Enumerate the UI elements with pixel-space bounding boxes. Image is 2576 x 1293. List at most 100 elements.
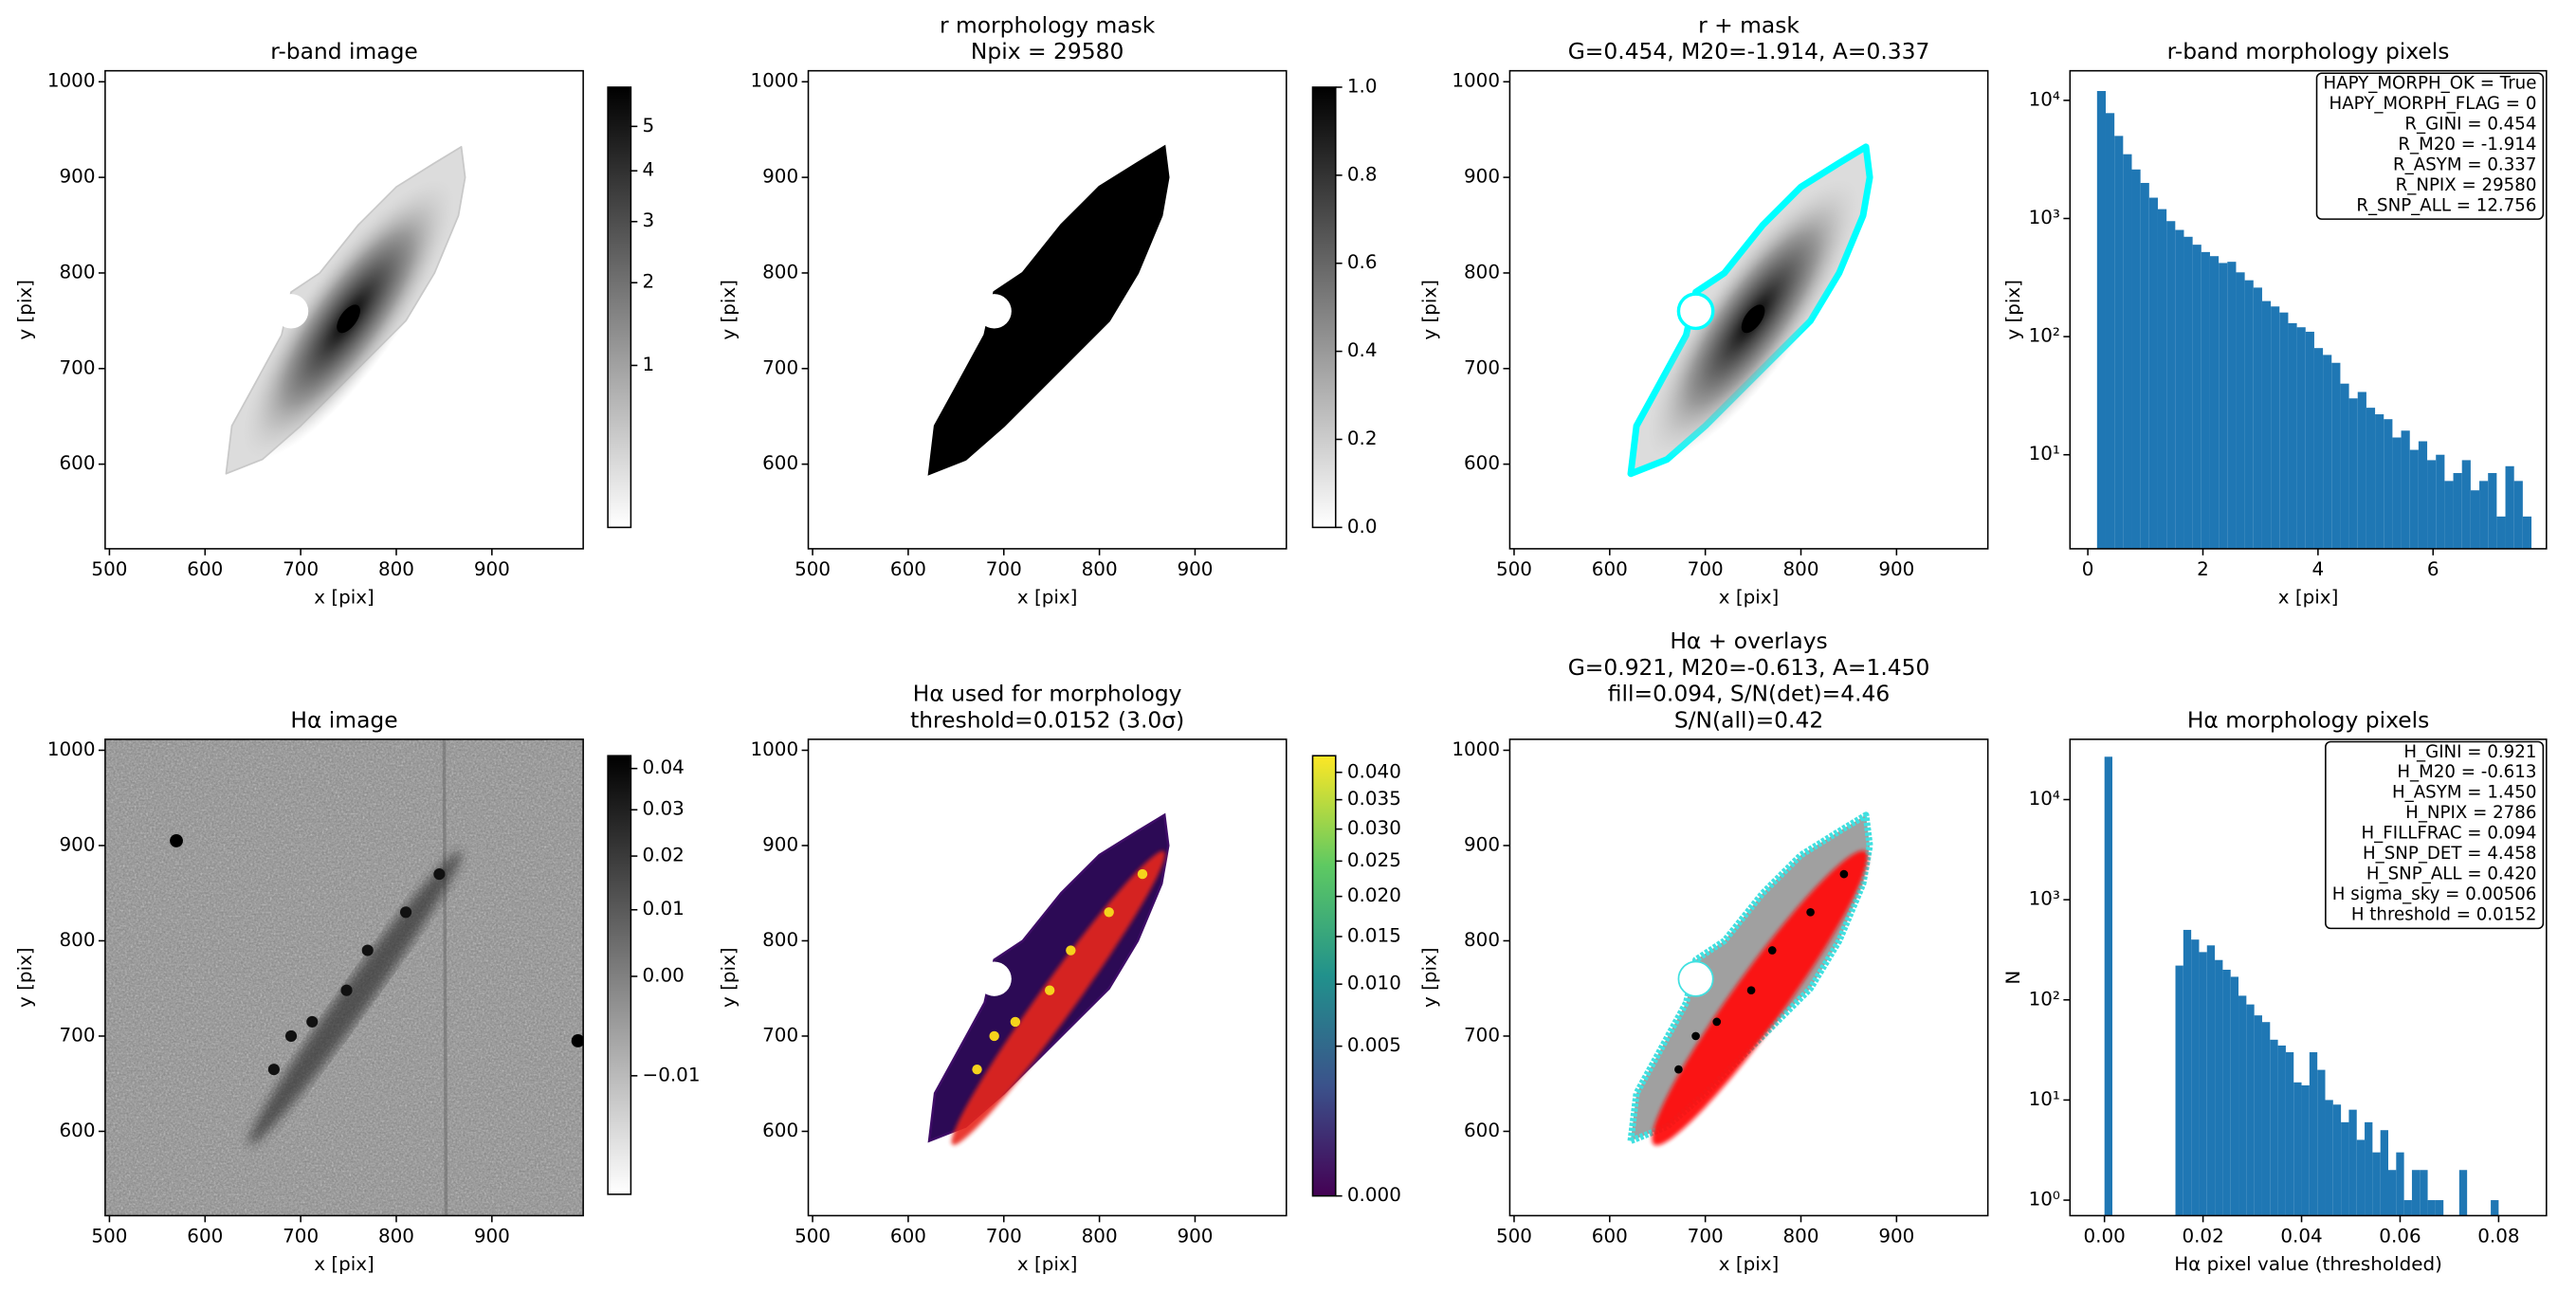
knot: [571, 1034, 584, 1047]
bar: [2453, 473, 2462, 549]
y-tick-label: 700: [1464, 356, 1500, 378]
bar: [2366, 408, 2376, 549]
colorbar-tick-label: 0.04: [643, 756, 685, 778]
annotation: H_GINI = 0.921: [2403, 742, 2536, 762]
bar: [2388, 1170, 2397, 1216]
colorbar-tick-label: 0.030: [1347, 817, 1401, 839]
plot-area: [1627, 811, 1873, 1146]
mask-hole: [1676, 292, 1715, 331]
bar: [2305, 331, 2314, 549]
panel-title: r morphology mask: [940, 11, 1156, 38]
panel: 500 600 700 800 900 600 700 800 900 1000 x [pix] y …: [14, 38, 654, 608]
x-axis-label: x [pix]: [1719, 1253, 1780, 1275]
bar: [2313, 348, 2324, 549]
knot: [170, 834, 183, 847]
y-tick-label: 800: [60, 261, 96, 282]
bar: [2301, 1084, 2310, 1216]
annotation: H_SNP_DET = 4.458: [2363, 844, 2536, 864]
axes-frame: [807, 738, 1288, 1217]
x-tick-label: 700: [986, 558, 1022, 580]
knot: [1674, 1065, 1683, 1074]
colorbar-tick-label: 0.015: [1347, 924, 1401, 946]
panel-title: r-band image: [270, 38, 418, 64]
y-tick-label: 10³: [2029, 888, 2060, 910]
x-tick-label: 500: [1496, 1225, 1532, 1247]
x-tick-label: 2: [2197, 558, 2209, 580]
colorbar-tick-label: 0.02: [643, 845, 685, 866]
panel: 500 600 700 800 900 600 700 800 900 1000 x [pix] y …: [1419, 628, 1989, 1275]
colorbar-tick-label: 4: [643, 159, 655, 181]
knot: [1712, 1017, 1722, 1027]
bar: [2356, 1139, 2366, 1216]
x-tick-label: 900: [1878, 1225, 1914, 1247]
bar: [2470, 490, 2480, 549]
knot: [1010, 1016, 1021, 1028]
knot: [1066, 945, 1076, 956]
x-tick-label: 900: [1177, 558, 1213, 580]
bar: [2215, 959, 2223, 1216]
y-tick-label: 1000: [1452, 70, 1500, 92]
bar: [2392, 437, 2402, 549]
x-tick-label: 900: [474, 1225, 510, 1247]
bar: [2244, 280, 2254, 549]
y-tick-label: 800: [762, 261, 798, 282]
axes-frame: [807, 69, 1288, 550]
plot-area: [2096, 90, 2532, 549]
x-tick-label: 800: [1783, 558, 1819, 580]
bar: [2522, 516, 2532, 549]
bar: [2288, 322, 2297, 549]
y-axis-label: y [pix]: [1419, 947, 1441, 1008]
bar: [2105, 113, 2115, 549]
bar: [2183, 929, 2192, 1216]
bar: [2236, 272, 2245, 549]
knot: [399, 906, 412, 919]
bar: [2348, 398, 2358, 549]
y-tick-label: 900: [762, 166, 798, 188]
colorbar: [607, 755, 632, 1195]
colorbar-tick-label: 0.6: [1347, 251, 1378, 273]
x-tick-label: 700: [986, 1225, 1022, 1247]
annotation: R_ASYM = 0.337: [2393, 155, 2536, 174]
bar: [2491, 1200, 2499, 1216]
x-tick-label: 800: [378, 558, 414, 580]
annotation: HAPY_MORPH_OK = True: [2323, 74, 2536, 94]
y-tick-label: 600: [762, 1120, 798, 1141]
y-axis-label: y [pix]: [1419, 280, 1441, 340]
annotation: H_NPIX = 2786: [2405, 803, 2536, 823]
colorbar-tick-label: 0.005: [1347, 1034, 1401, 1056]
bar: [2323, 355, 2332, 549]
colorbar: [1311, 86, 1337, 529]
bar: [2384, 419, 2393, 549]
bar: [2131, 169, 2141, 549]
bar: [2296, 327, 2306, 549]
plot-area: [1627, 143, 1873, 478]
bar: [2123, 154, 2132, 549]
panel-title: S/N(all)=0.42: [1674, 706, 1823, 733]
panel-title: fill=0.094, S/N(det)=4.46: [1608, 681, 1891, 707]
x-tick-label: 900: [474, 558, 510, 580]
x-axis-label: x [pix]: [1017, 1253, 1078, 1275]
y-tick-label: 900: [1464, 166, 1500, 188]
colorbar-tick-label: 0.8: [1347, 163, 1378, 185]
x-axis-label: Hα pixel value (thresholded): [2174, 1253, 2442, 1275]
x-tick-label: 700: [283, 1225, 319, 1247]
y-axis-label: y [pix]: [2002, 280, 2024, 340]
y-tick-label: 700: [60, 356, 96, 378]
bar: [2372, 1152, 2381, 1216]
bar: [2096, 90, 2106, 549]
x-axis-label: x [pix]: [2278, 586, 2339, 608]
bar: [2246, 1004, 2255, 1216]
x-tick-label: 500: [795, 1225, 831, 1247]
y-tick-label: 700: [1464, 1024, 1500, 1046]
x-tick-label: 500: [1496, 558, 1532, 580]
plot-area: [927, 812, 1170, 1145]
y-axis-label: y [pix]: [14, 280, 36, 340]
x-tick-label: 600: [890, 558, 926, 580]
knot: [1691, 1031, 1700, 1041]
colorbar-tick-label: 0.020: [1347, 884, 1401, 906]
bar: [2261, 300, 2272, 549]
bar: [2148, 197, 2158, 549]
galaxy-nucleus: [337, 304, 360, 334]
axes-frame: [104, 69, 584, 550]
colorbar-tick-label: −0.01: [643, 1064, 701, 1085]
